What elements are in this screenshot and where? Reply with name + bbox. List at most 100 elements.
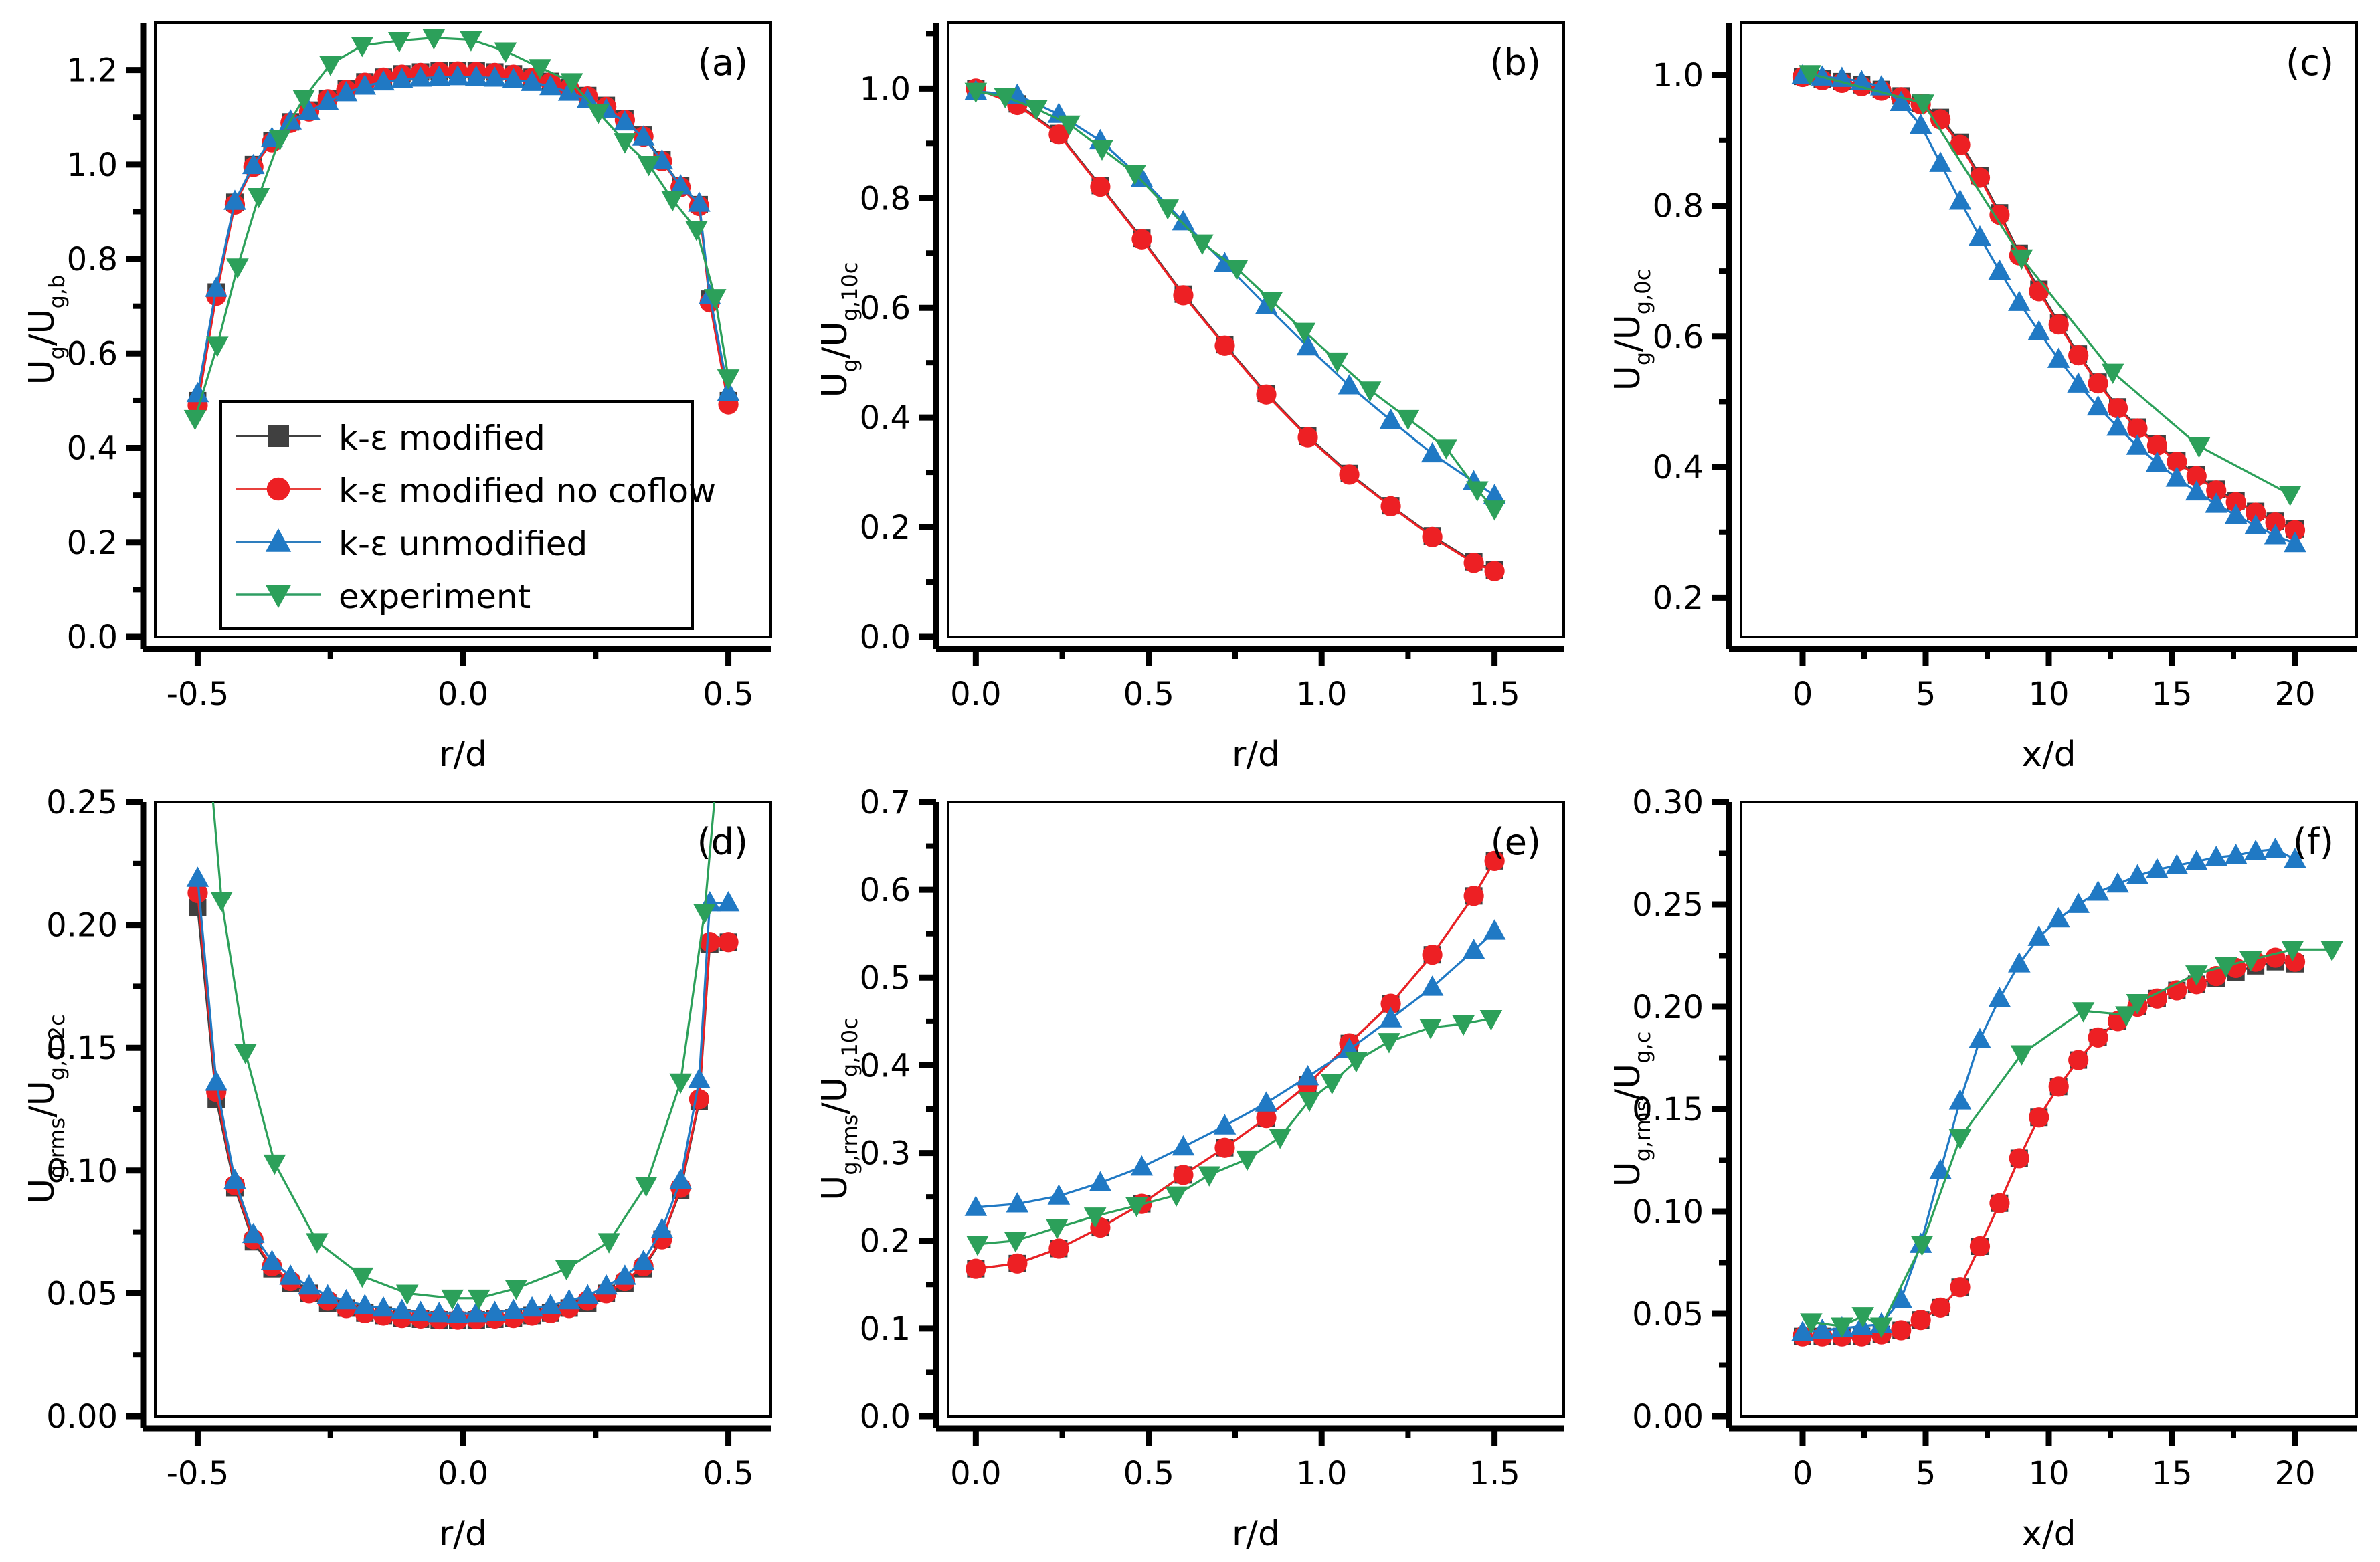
series-circle [1792, 947, 2306, 1347]
data-marker [966, 1258, 986, 1279]
data-marker [717, 891, 740, 912]
data-marker [1378, 1033, 1400, 1054]
panel-d: 0.00 0.05 0.10 0.15 0.20 0.25 -0.5 0.0 0.5 (d) r/d… [0, 779, 796, 1562]
data-marker [2088, 373, 2108, 394]
data-marker [226, 258, 249, 279]
ytick-label: 0.6 [860, 872, 911, 909]
data-marker [1421, 442, 1444, 463]
data-marker [1130, 1155, 1154, 1176]
legend-item[interactable]: k-ε unmodified [236, 524, 587, 563]
data-marker [428, 1302, 451, 1323]
svg-text:Ug/Ug,0c: Ug/Ug,0c [1608, 269, 1655, 391]
data-marker [614, 110, 636, 131]
legend-marker-triangle-up [265, 528, 292, 552]
data-marker [1452, 1015, 1475, 1036]
data-marker [186, 866, 209, 887]
series-circle [1792, 66, 2306, 541]
series-triangle-down [964, 82, 1506, 521]
ytick-label: 0.7 [860, 784, 911, 821]
data-marker [1950, 134, 1971, 155]
data-marker [688, 191, 711, 212]
data-marker [539, 74, 562, 96]
data-marker [428, 65, 451, 86]
data-marker [1851, 1307, 1874, 1328]
data-marker [2048, 1076, 2069, 1097]
data-marker [1831, 66, 1853, 87]
ticks-e: 0.0 0.1 0.2 0.3 0.4 0.5 0.6 0.7 0.0 0.5 1.0 1.5 [860, 784, 1520, 1492]
ytick-label: 0.0 [860, 1398, 911, 1436]
data-marker [2265, 947, 2286, 968]
plot-c: 0.2 0.4 0.6 0.8 1.0 0 5 10 15 20 (c) x/d Ug/Ug,0c [1608, 21, 2358, 775]
data-marker [2126, 434, 2149, 455]
data-marker [2101, 363, 2124, 384]
data-marker [2205, 492, 2228, 513]
ticks-a: 0.0 0.2 0.4 0.6 0.8 1.0 1.2 -0.5 0.0 0.5 [67, 52, 754, 713]
ticks-d: 0.00 0.05 0.10 0.15 0.20 0.25 -0.5 0.0 0.5 [46, 784, 754, 1492]
data-marker [2048, 314, 2069, 335]
data-marker [2008, 290, 2031, 311]
data-marker [1791, 1321, 1814, 1341]
data-marker [2010, 249, 2033, 270]
plot-frame-d [154, 801, 772, 1418]
data-marker [2146, 858, 2169, 878]
data-marker [650, 1217, 674, 1238]
series-line [1802, 76, 2296, 532]
data-marker [1969, 1028, 1991, 1048]
data-marker [1930, 109, 1951, 130]
series-triangle-up [964, 79, 1506, 504]
ytick-label: 0.4 [1653, 449, 1704, 486]
data-marker [422, 29, 446, 50]
data-marker [186, 381, 209, 403]
data-marker [205, 1070, 228, 1091]
data-marker [2027, 320, 2051, 340]
panel-f: 0.00 0.05 0.10 0.15 0.20 0.25 0.30 0 5 10 15 20 (f) x… [1586, 779, 2380, 1562]
series-line [1809, 72, 2291, 496]
data-marker [1948, 1129, 1972, 1150]
data-marker [2225, 492, 2246, 512]
panel-a: 0.0 0.2 0.4 0.6 0.8 1.0 1.2 -0.5 0.0 0.5 (a) r/d Ug/… [0, 0, 796, 783]
data-marker [1296, 334, 1319, 356]
legend-item[interactable]: k-ε modified no coflow [236, 472, 716, 510]
data-marker [632, 1250, 655, 1270]
data-marker [2010, 1045, 2033, 1066]
data-marker [521, 1296, 543, 1317]
data-marker [483, 66, 507, 87]
panel-tag-c: (c) [2286, 41, 2334, 84]
data-marker [1948, 1089, 1972, 1110]
legend-item[interactable]: experiment [236, 577, 531, 616]
ytick-label: 1.0 [860, 70, 911, 108]
data-layer-e [964, 850, 1506, 1279]
data-marker [1890, 90, 1912, 112]
series-circle [966, 850, 1505, 1279]
data-marker [717, 380, 740, 401]
legend-item[interactable]: k-ε modified [236, 419, 545, 458]
data-marker [1422, 945, 1443, 965]
data-marker [1988, 987, 2011, 1007]
data-marker [1173, 285, 1194, 306]
data-marker [409, 1300, 432, 1321]
svg-text:Ug,rms/Ug,0.2c: Ug,rms/Ug,0.2c [22, 1014, 70, 1204]
data-marker [1479, 1010, 1503, 1031]
data-marker [1089, 1171, 1112, 1192]
data-marker [2244, 514, 2267, 534]
ytick-label: 0.5 [860, 959, 911, 997]
panel-b: 0.0 0.2 0.4 0.6 0.8 1.0 0.0 0.5 1.0 1.5 (b) r/d Ug/U… [793, 0, 1589, 783]
data-marker [1379, 1007, 1402, 1028]
data-marker [2224, 503, 2248, 524]
data-marker [2072, 1002, 2095, 1023]
data-marker [1912, 94, 1935, 115]
data-marker [2278, 486, 2302, 506]
data-marker [1198, 1166, 1221, 1187]
data-marker [1123, 165, 1146, 185]
x-axis-title: x/d [2021, 735, 2076, 775]
data-marker [560, 73, 583, 94]
ticks-b: 0.0 0.2 0.4 0.6 0.8 1.0 0.0 0.5 1.0 1.5 [860, 31, 1520, 713]
xtick-label: 10 [2028, 1455, 2069, 1492]
data-marker [717, 369, 740, 390]
data-marker [1173, 1165, 1194, 1185]
legend-marker-circle [266, 477, 290, 501]
ytick-label: 0.1 [860, 1310, 911, 1348]
series-line [196, 892, 729, 1321]
data-marker [187, 882, 208, 903]
